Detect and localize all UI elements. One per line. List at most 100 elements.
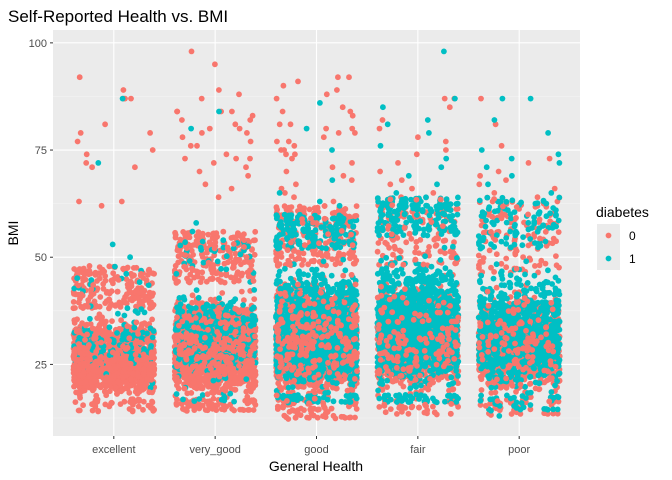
scatter-point (76, 269, 82, 276)
scatter-point (128, 396, 135, 403)
scatter-point (136, 388, 143, 395)
scatter-point (149, 270, 156, 277)
scatter-point (101, 268, 108, 275)
scatter-point (199, 269, 206, 276)
scatter-point (184, 275, 190, 282)
scatter-point (298, 405, 304, 412)
scatter-point (219, 290, 226, 296)
scatter-point (205, 231, 212, 238)
scatter-point (102, 401, 109, 408)
scatter-point (224, 259, 231, 266)
scatter-point (238, 288, 245, 295)
scatter-point (214, 402, 221, 408)
scatter-point (207, 296, 214, 303)
scatter-point (70, 299, 77, 305)
scatter-point (130, 401, 136, 408)
scatter-point (234, 271, 241, 277)
scatter-point (80, 265, 87, 272)
scatter-point (248, 388, 254, 395)
scatter-point (222, 382, 229, 388)
scatter-point (80, 402, 86, 409)
scatter-point (353, 406, 360, 412)
scatter-point (110, 270, 117, 277)
scatter-point (125, 284, 131, 291)
scatter-point (227, 375, 233, 381)
scatter-point (72, 399, 79, 405)
scatter-point (231, 278, 238, 285)
scatter-point (108, 399, 115, 406)
scatter-point (129, 407, 136, 414)
scatter-point (207, 276, 214, 282)
scatter-point (149, 316, 156, 323)
scatter-point (141, 320, 148, 327)
scatter-point (135, 403, 142, 410)
scatter-point (95, 382, 102, 389)
scatter-point (82, 276, 89, 283)
scatter-point (80, 387, 86, 394)
scatter-point (138, 285, 145, 291)
scatter-point (220, 228, 227, 235)
scatter-point (232, 387, 238, 393)
scatter-point (106, 328, 112, 335)
scatter-point (218, 278, 225, 284)
scatter-point (209, 264, 216, 271)
scatter-point (86, 268, 93, 275)
scatter-point (330, 412, 337, 419)
scatter-point (223, 403, 230, 410)
scatter-point (87, 293, 94, 300)
scatter-point (246, 381, 253, 388)
chart-title: Self-Reported Health vs. BMI (8, 7, 228, 26)
scatter-point (89, 383, 95, 390)
scatter-point (106, 388, 113, 395)
scatter-point (199, 254, 206, 260)
scatter-point (138, 300, 145, 307)
scatter-point (329, 256, 336, 263)
scatter-point (117, 401, 124, 407)
scatter-point (135, 295, 142, 302)
scatter-point (115, 378, 121, 385)
scatter-point (252, 237, 258, 244)
scatter-point (192, 404, 199, 411)
scatter-point (246, 407, 253, 413)
scatter-point (104, 288, 111, 295)
scatter-point (241, 297, 247, 304)
scatter-point (199, 275, 206, 282)
scatter-point (251, 379, 258, 386)
scatter-point (110, 276, 117, 283)
scatter-point (351, 254, 358, 260)
scatter-point (149, 399, 156, 406)
scatter-point (133, 264, 140, 271)
scatter-point (116, 299, 123, 306)
scatter-point (140, 406, 146, 413)
scatter-point (244, 393, 251, 400)
scatter-point (117, 304, 124, 310)
scatter-point (97, 294, 104, 300)
scatter-point (204, 249, 210, 256)
scatter-point (94, 285, 101, 292)
scatter-point (103, 383, 109, 390)
scatter-point (228, 274, 234, 281)
scatter-point (145, 295, 152, 301)
scatter-point (86, 263, 93, 269)
scatter-point (274, 206, 280, 213)
scatter-point (172, 231, 179, 238)
scatter-point (123, 276, 130, 282)
scatter-point (102, 273, 109, 279)
scatter-point (102, 300, 109, 306)
scatter-point (230, 263, 237, 269)
scatter-point (280, 404, 286, 411)
scatter-point (103, 392, 110, 399)
scatter-point (129, 297, 136, 304)
scatter-point (140, 398, 147, 405)
scatter-point (190, 251, 197, 258)
scatter-point (114, 390, 120, 397)
scatter-point (96, 326, 103, 333)
scatter-point (172, 262, 179, 269)
scatter-point (96, 303, 103, 310)
scatter-point (89, 407, 96, 414)
scatter-point (136, 379, 143, 386)
scatter-point (239, 406, 246, 413)
scatter-point (151, 406, 158, 413)
scatter-point (251, 296, 258, 302)
scatter-point (114, 288, 121, 295)
